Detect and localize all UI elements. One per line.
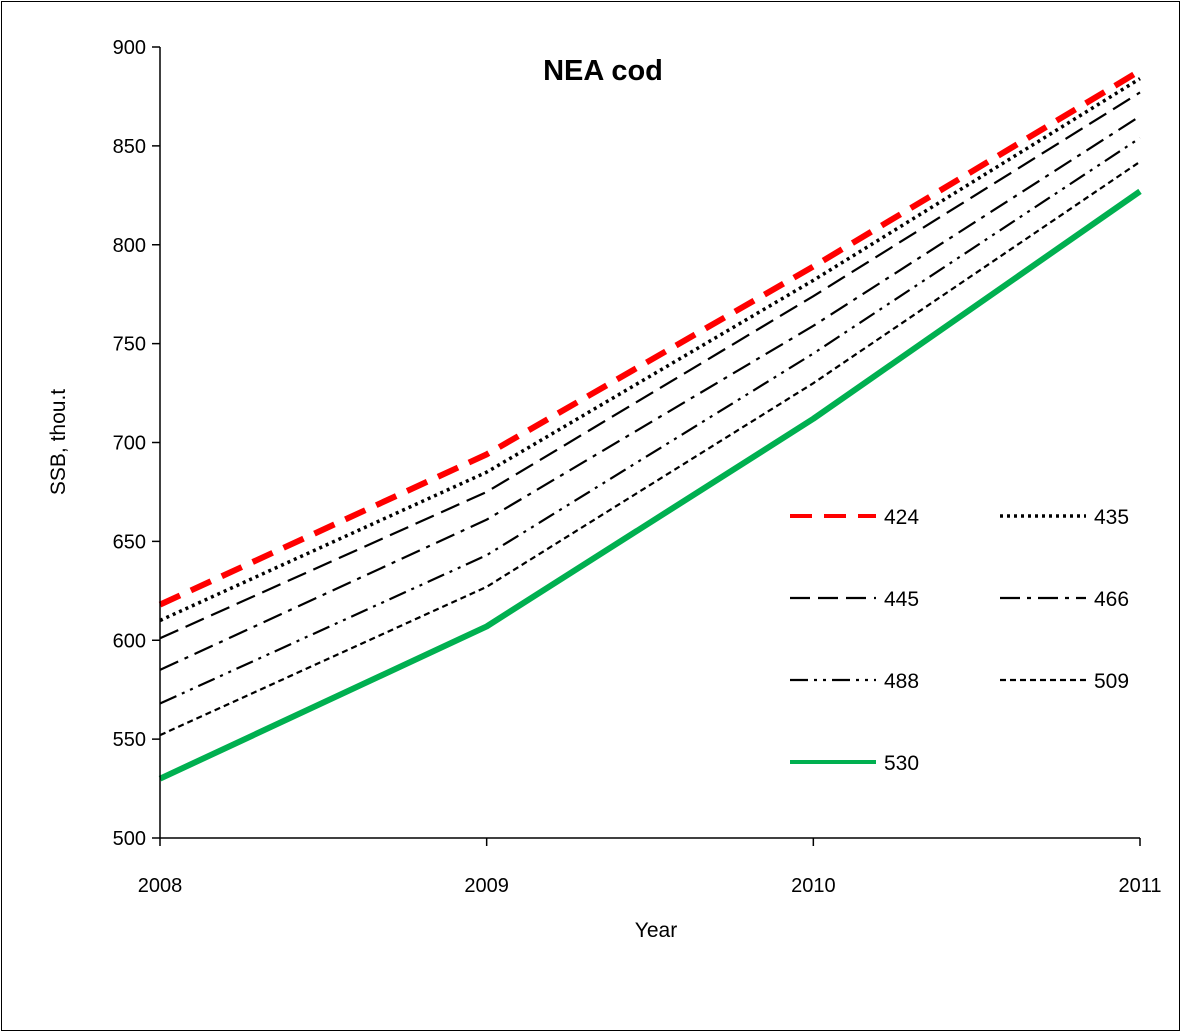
x-tick-label: 2011 <box>1118 875 1161 897</box>
legend-label-488: 488 <box>884 670 919 693</box>
y-tick-label: 600 <box>113 630 146 652</box>
legend-label-530: 530 <box>884 752 919 775</box>
plot-lines <box>158 68 1142 782</box>
legend-label-445: 445 <box>884 588 919 611</box>
y-tick-label: 550 <box>113 729 146 751</box>
y-axis-label: SSB, thou.t <box>47 389 70 495</box>
x-ticks: 2008 2009 2010 2011 <box>138 838 1162 897</box>
axes <box>159 47 1140 839</box>
y-tick-label: 650 <box>113 531 146 553</box>
x-tick-label: 2010 <box>791 875 836 897</box>
x-tick-label: 2008 <box>138 875 183 897</box>
series-line-488 <box>159 137 1141 705</box>
y-tick-label: 900 <box>113 37 146 59</box>
series-line-424 <box>158 68 1142 608</box>
series-line-466 <box>159 115 1141 671</box>
y-tick-label: 800 <box>113 235 146 257</box>
chart-title: NEA cod <box>543 55 663 87</box>
series-line-445 <box>159 91 1141 640</box>
y-tick-label: 750 <box>113 334 146 356</box>
series-line-530 <box>158 188 1142 782</box>
legend-label-509: 509 <box>1094 670 1129 693</box>
x-axis-label: Year <box>635 919 677 942</box>
y-tick-label: 500 <box>113 828 146 850</box>
series-line-435 <box>159 77 1141 623</box>
legend-label-435: 435 <box>1094 506 1129 529</box>
y-tick-label: 700 <box>113 433 146 455</box>
x-tick-label: 2009 <box>464 875 509 897</box>
series-line-509 <box>159 160 1141 737</box>
y-tick-label: 850 <box>113 136 146 158</box>
legend-label-466: 466 <box>1094 588 1129 611</box>
legend-label-424: 424 <box>884 506 919 529</box>
legend: 424 435 445 466 488 509 530 <box>790 506 1129 775</box>
y-ticks: 500 550 600 650 700 750 800 850 900 <box>113 37 160 850</box>
